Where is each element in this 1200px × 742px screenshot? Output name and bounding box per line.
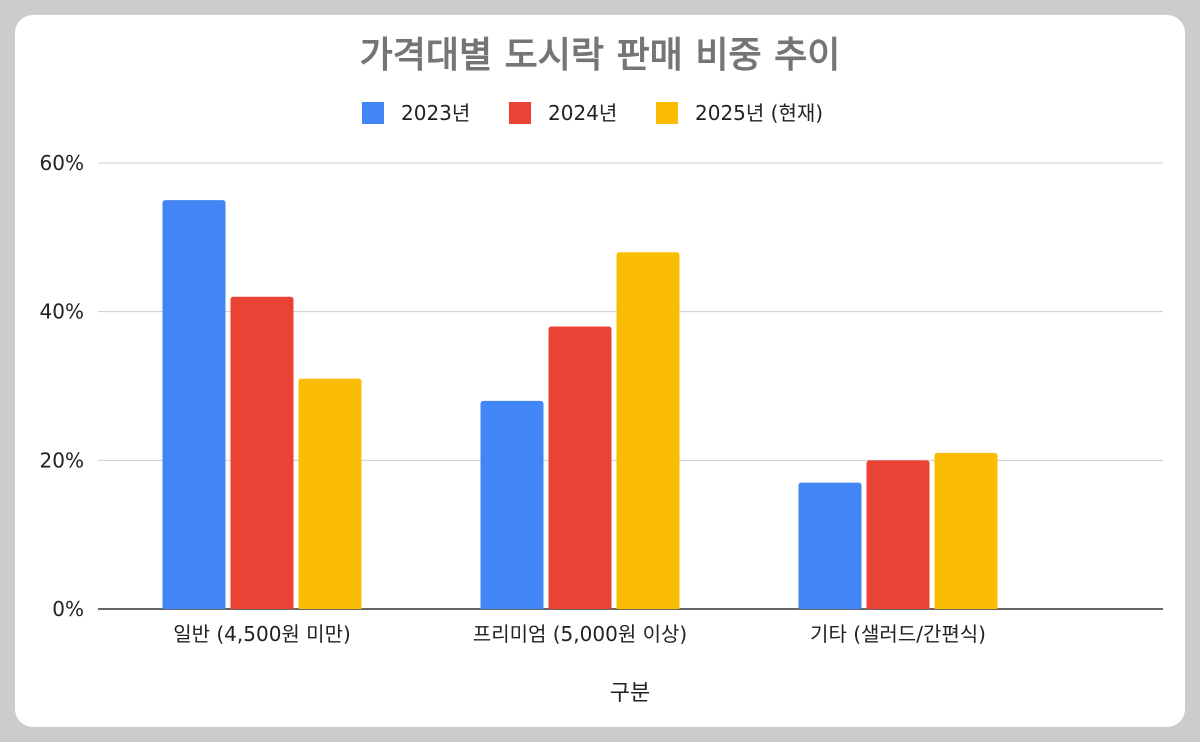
x-axis-ticks: 일반 (4,500원 미만) 프리미엄 (5,000원 이상) 기타 (샐러드/간편… — [173, 622, 986, 646]
bar-2-2 — [548, 326, 612, 609]
y-tick-label: 0% — [52, 597, 84, 621]
y-tick-label: 60% — [40, 151, 84, 175]
legend-label-3: 2025년 (현재) — [695, 101, 823, 125]
bar-3-1 — [298, 378, 362, 609]
bar-chart: 가격대별 도시락 판매 비중 추이 2023년 2024년 2025년 (현재) 0… — [40, 35, 1163, 706]
bar-1-3 — [798, 482, 862, 609]
legend-swatch-3 — [656, 102, 678, 124]
y-axis-ticks: 0% 20% 40% 60% — [40, 151, 84, 621]
x-tick-label: 프리미엄 (5,000원 이상) — [473, 622, 687, 646]
legend-label-1: 2023년 — [401, 101, 470, 125]
chart-title: 가격대별 도시락 판매 비중 추이 — [360, 35, 841, 76]
bar-2-3 — [866, 460, 930, 609]
bar-1-1 — [162, 200, 226, 609]
bar-2-1 — [230, 296, 294, 609]
legend-swatch-2 — [509, 102, 531, 124]
legend-label-2: 2024년 — [548, 101, 617, 125]
legend-swatch-1 — [362, 102, 384, 124]
bars — [162, 200, 998, 609]
chart-card: 가격대별 도시락 판매 비중 추이 2023년 2024년 2025년 (현재) 0… — [15, 15, 1185, 727]
y-tick-label: 40% — [40, 300, 84, 324]
bar-3-2 — [616, 252, 680, 609]
x-tick-label: 일반 (4,500원 미만) — [173, 622, 351, 646]
chart-legend: 2023년 2024년 2025년 (현재) — [362, 101, 823, 125]
x-tick-label: 기타 (샐러드/간편식) — [810, 622, 986, 646]
x-axis-title: 구분 — [610, 681, 650, 706]
bar-3-3 — [934, 452, 998, 609]
y-tick-label: 20% — [40, 448, 84, 472]
bar-1-2 — [480, 400, 544, 609]
